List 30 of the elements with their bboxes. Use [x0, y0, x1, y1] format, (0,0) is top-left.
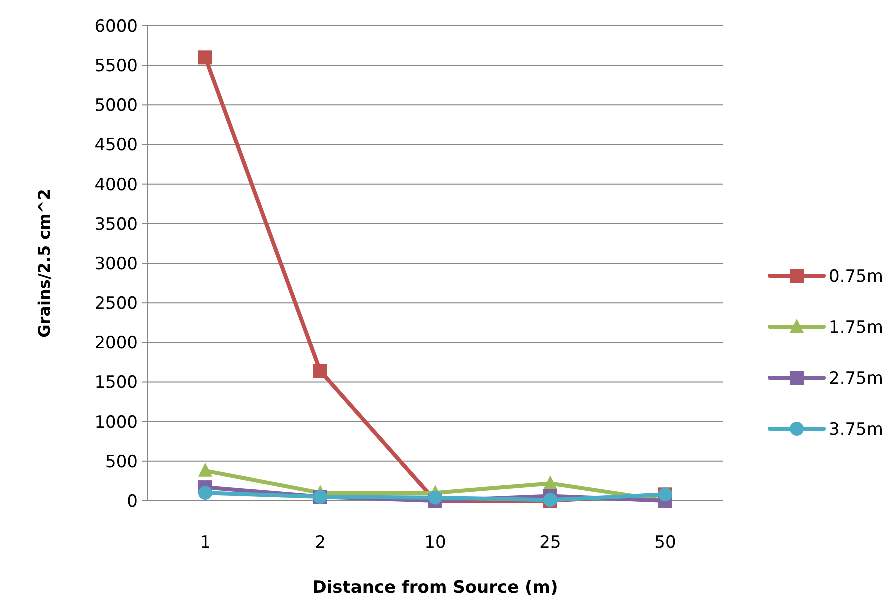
y-tick-label: 500: [106, 452, 138, 472]
x-axis-title: Distance from Source (m): [312, 578, 558, 598]
point: [314, 364, 328, 378]
y-tick-label: 4000: [94, 175, 138, 196]
y-tick-label: 1500: [94, 373, 138, 394]
y-tick-label: 5500: [94, 56, 138, 77]
legend-label: 1.75m: [829, 318, 884, 338]
legend-label: 2.75m: [829, 368, 884, 389]
y-tick-label: 6000: [94, 16, 138, 37]
point: [198, 462, 212, 477]
x-tick-label: 10: [424, 533, 446, 553]
point: [544, 476, 558, 490]
y-tick-label: 2000: [94, 334, 138, 354]
y-tick-label: 5000: [94, 96, 138, 116]
y-tick-label: 1000: [94, 412, 138, 433]
y-tick-label: 3500: [94, 214, 138, 235]
y-tick-label: 0: [127, 492, 138, 512]
y-tick-label: 3000: [94, 254, 138, 274]
x-tick-label: 2: [315, 533, 326, 553]
point: [428, 490, 442, 505]
x-tick-label: 25: [540, 533, 562, 553]
legend-label: 3.75m: [829, 420, 884, 440]
y-tick-label: 4500: [94, 136, 138, 156]
y-axis-title: Grains/2.5 cm^2: [35, 189, 54, 338]
point: [198, 50, 212, 65]
point: [198, 486, 212, 500]
x-tick-label: 1: [200, 533, 211, 553]
legend-label: 0.75m: [829, 266, 884, 287]
y-tick-label: 2500: [94, 294, 138, 314]
x-tick-label: 50: [654, 533, 676, 553]
